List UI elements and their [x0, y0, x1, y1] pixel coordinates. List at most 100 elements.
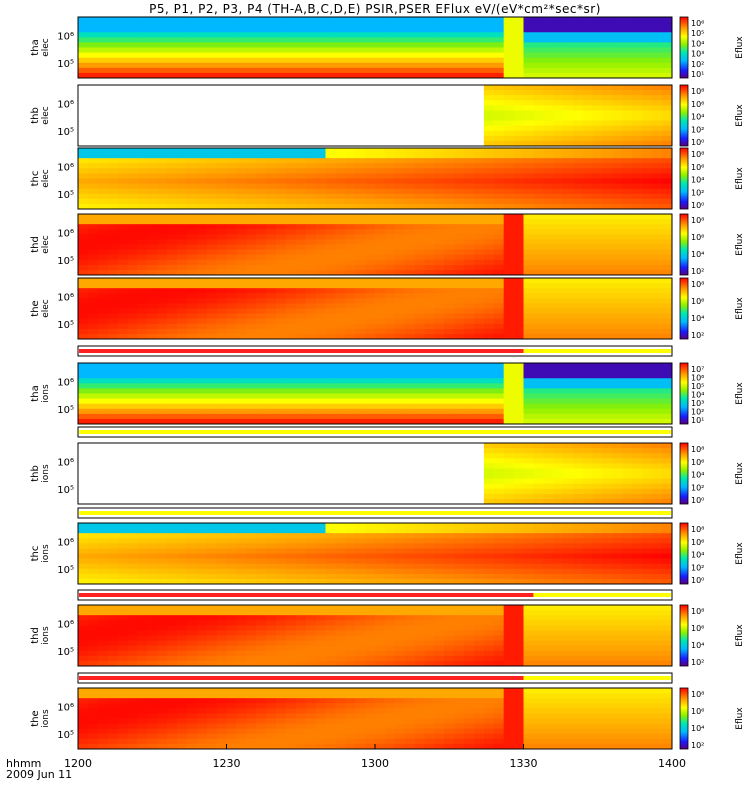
heatmap-cell [602, 85, 614, 91]
heatmap-cell [266, 393, 277, 400]
heatmap-cell [513, 234, 524, 240]
heatmap-cell [127, 313, 138, 320]
heatmap-cell [553, 458, 564, 464]
heatmap-cell [335, 178, 346, 185]
heatmap-cell [167, 645, 178, 652]
heatmap-cell [652, 318, 663, 325]
heatmap-cell [266, 17, 277, 23]
heatmap-cell [305, 403, 317, 410]
colorbar-tick-label: 10² [691, 483, 704, 492]
heatmap-cell [642, 244, 653, 251]
heatmap-cell [345, 224, 356, 230]
heatmap-cell [503, 269, 515, 276]
heatmap-cell [543, 528, 554, 534]
heatmap-cell [602, 568, 614, 575]
heatmap-cell [196, 239, 208, 245]
heatmap-cell [563, 22, 574, 28]
heatmap-cell [256, 563, 267, 570]
heatmap-cell [236, 244, 247, 251]
heatmap-cell [493, 264, 505, 271]
heatmap-cell [177, 408, 188, 415]
heatmap-cell [543, 463, 554, 469]
heatmap-cell [602, 198, 614, 205]
heatmap-cell [236, 283, 247, 289]
heatmap-cell [563, 553, 574, 560]
heatmap-cell [474, 333, 485, 340]
heatmap-cell [642, 293, 653, 299]
heatmap-cell [87, 318, 99, 325]
heatmap-cell [97, 568, 109, 575]
heatmap-cell [206, 239, 218, 245]
heatmap-cell [612, 22, 623, 28]
heatmap-cell [404, 37, 416, 43]
heatmap-cell [137, 548, 148, 554]
heatmap-cell [78, 620, 89, 626]
heatmap-cell [612, 478, 623, 485]
heatmap-cell [107, 229, 119, 235]
heatmap-cell [236, 183, 247, 190]
heatmap-cell [137, 318, 148, 325]
heatmap-cell [107, 203, 119, 210]
heatmap-cell [592, 234, 604, 240]
heatmap-cell [493, 278, 505, 284]
heatmap-cell [157, 523, 168, 529]
heatmap-cell [305, 373, 317, 379]
heatmap-cell [285, 568, 297, 575]
heatmap-cell [87, 543, 99, 549]
heatmap-cell [513, 453, 524, 459]
heatmap-cell [384, 418, 396, 425]
heatmap-cell [404, 553, 416, 560]
heatmap-cell [563, 538, 574, 544]
heatmap-cell [424, 313, 435, 320]
heatmap-cell [196, 62, 208, 69]
heatmap-cell [256, 378, 267, 384]
heatmap-cell [97, 52, 109, 59]
heatmap-cell [246, 67, 257, 74]
heatmap-cell [642, 115, 653, 122]
heatmap-cell [414, 47, 425, 54]
heatmap-cell [285, 72, 297, 79]
heatmap-cell [523, 393, 534, 400]
heatmap-cell [523, 368, 534, 374]
heatmap-cell [592, 224, 604, 230]
heatmap-cell [612, 413, 623, 420]
heatmap-cell [573, 523, 584, 529]
heatmap-cell [226, 42, 237, 48]
heatmap-cell [444, 193, 455, 200]
heatmap-cell [206, 219, 218, 225]
heatmap-cell [404, 224, 416, 230]
heatmap-cell [216, 383, 227, 389]
heatmap-cell [276, 308, 287, 315]
heatmap-cell [246, 178, 257, 185]
heatmap-cell [365, 393, 376, 400]
heatmap-cell [424, 62, 435, 69]
heatmap-cell [503, 140, 515, 147]
heatmap-cell [157, 660, 168, 667]
heatmap-cell [137, 234, 148, 240]
heatmap-cell [196, 578, 208, 585]
heatmap-cell [652, 130, 663, 137]
heatmap-cell [622, 57, 633, 64]
heatmap-cell [444, 62, 455, 69]
heatmap-cell [137, 398, 148, 405]
heatmap-cell [127, 249, 138, 256]
heatmap-cell [474, 568, 485, 575]
heatmap-cell [78, 303, 89, 309]
heatmap-cell [276, 403, 287, 410]
heatmap-cell [622, 478, 633, 485]
heatmap-cell [592, 383, 604, 389]
heatmap-cell [454, 203, 465, 210]
heatmap-cell [236, 373, 247, 379]
heatmap-cell [315, 17, 326, 23]
heatmap-cell [256, 413, 267, 420]
heatmap-cell [444, 408, 455, 415]
heatmap-cell [662, 37, 673, 43]
heatmap-cell [345, 278, 356, 284]
heatmap-cell [632, 443, 643, 449]
heatmap-cell [523, 110, 534, 116]
heatmap-cell [256, 393, 267, 400]
heatmap-cell [137, 660, 148, 667]
heatmap-cell [563, 198, 574, 205]
heatmap-cell [157, 254, 168, 261]
heatmap-cell [483, 178, 495, 185]
